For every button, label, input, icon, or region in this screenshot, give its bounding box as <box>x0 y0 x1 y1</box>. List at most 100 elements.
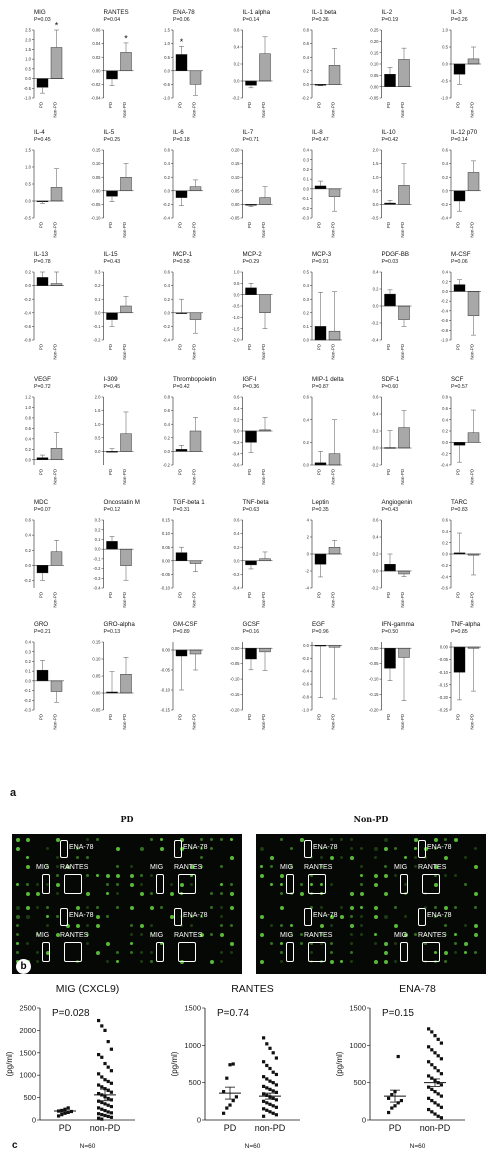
array-spot <box>150 924 153 927</box>
ena78-label: ENA-78 <box>183 912 208 919</box>
x-category-label: PD <box>456 714 461 720</box>
y-tick-label: 0.4 <box>303 148 309 153</box>
data-point <box>262 1075 266 1079</box>
data-point <box>274 1083 278 1087</box>
y-tick-label: -0.25 <box>438 708 448 713</box>
x-category-label: PD <box>108 469 113 475</box>
array-spot <box>140 933 143 936</box>
bar-chart-26: SDF-1P=0.600.6 0.4 0.2 0.0 -0.2 PD Non-PD <box>371 376 412 485</box>
bar-chart-7: IL-4P=0.451.5 1.0 0.5 0.0 -0.5 PD Non-PD <box>24 129 64 238</box>
data-point <box>265 1077 269 1081</box>
bar-chart-12: IL-10P=0.422.0 1.5 1.0 0.5 0.0 -0.5 PD Non-PD <box>371 129 412 238</box>
y-tick-label: 500 <box>188 1078 201 1087</box>
x-category-label: Non-PD <box>192 592 197 608</box>
array-spot <box>290 865 293 868</box>
array-spot <box>150 906 154 910</box>
array-spot <box>474 906 477 909</box>
x-category-label: Non-PD <box>122 344 127 360</box>
bar-chart-29: Oncostatin MP=0.120.3 0.2 0.1 0.0 -0.1 -0.2 -0… <box>93 499 140 608</box>
data-point <box>231 1062 235 1066</box>
bar-pd <box>245 80 257 86</box>
array-spot <box>300 933 303 936</box>
x-category-label: PD <box>247 592 252 598</box>
y-tick-label: 0.00 <box>231 202 240 207</box>
chart-pvalue: P=0.45 <box>34 137 51 143</box>
x-category-label: PD <box>59 1123 72 1133</box>
rantes-label: RANTES <box>60 864 89 871</box>
array-spot <box>46 847 49 850</box>
array-spot <box>310 874 313 877</box>
y-tick-label: 0.4 <box>25 640 31 645</box>
bar-nonpd <box>50 47 63 79</box>
data-point <box>97 1052 101 1057</box>
y-tick-label: 0.4 <box>164 283 170 288</box>
panel-c-letter: c <box>12 1140 18 1151</box>
data-point <box>427 1027 431 1031</box>
array-spot <box>106 960 109 963</box>
array-spot <box>374 874 378 878</box>
data-point <box>439 1041 443 1045</box>
x-category-label: Non-PD <box>331 344 336 360</box>
array-spot <box>46 906 49 909</box>
array-spot <box>106 883 109 886</box>
chart-title: I-309 <box>104 376 119 383</box>
array-spot <box>130 865 133 868</box>
blot-image-nonpd: ENA-78 MIG RANTES ENA-78 MIG RANTES ENA-78 MIG R… <box>256 834 486 974</box>
bar-pd <box>314 462 327 466</box>
y-tick-label: 0.10 <box>92 657 101 662</box>
chart-pvalue: P=0.57 <box>451 384 468 390</box>
y-tick-label: 1500 <box>184 1004 201 1013</box>
x-category-label: Non-PD <box>122 102 127 118</box>
data-point <box>60 1113 64 1117</box>
array-spot <box>220 883 223 886</box>
y-tick-label: -0.2 <box>232 96 240 101</box>
y-tick-label: 0.00 <box>162 648 171 653</box>
y-tick-label: -0.6 <box>441 318 449 323</box>
rantes-highlight-box <box>178 942 196 962</box>
data-point <box>106 1110 110 1114</box>
y-tick-label: 0.2 <box>95 527 101 532</box>
array-spot <box>414 856 417 859</box>
array-spot <box>160 838 163 841</box>
chart-pvalue: P=0.47 <box>312 137 329 143</box>
y-tick-label: -0.4 <box>302 669 310 674</box>
y-tick-label: -0.02 <box>91 82 101 87</box>
array-spot <box>46 883 49 886</box>
bar-nonpd <box>189 560 202 564</box>
bar-chart-5: IL-2P=0.190.25 0.20 0.15 0.10 0.05 0.00 -0.05 P… <box>369 9 412 118</box>
y-tick-label: 1000 <box>349 1041 366 1050</box>
array-spot <box>434 874 437 877</box>
y-tick-label: 0.6 <box>442 406 448 411</box>
chart-title: EGF <box>312 621 325 628</box>
y-tick-label: -0.4 <box>163 338 171 343</box>
y-tick-label: -0.20 <box>369 708 379 713</box>
x-category-label: PD <box>39 102 44 108</box>
array-spot <box>26 838 30 842</box>
chart-pvalue: P=0.36 <box>243 384 260 390</box>
array-spot <box>220 924 223 927</box>
data-point <box>430 1098 434 1103</box>
chart-title: RANTES <box>104 9 129 16</box>
array-spot <box>394 847 397 850</box>
y-tick-label: -0.2 <box>302 96 310 101</box>
array-spot <box>310 933 313 936</box>
array-spot <box>220 951 223 954</box>
data-point <box>274 1105 278 1109</box>
x-category-label: Non-PD <box>331 714 336 730</box>
y-tick-label: 1000 <box>19 1071 36 1080</box>
y-tick-label: 0.05 <box>370 73 379 78</box>
mig-highlight-box <box>286 942 294 962</box>
array-spot <box>170 892 174 896</box>
bar-pd <box>245 560 257 566</box>
panel-b-badge: b <box>16 959 31 974</box>
array-spot <box>76 847 79 850</box>
ena78-highlight-box <box>418 840 426 858</box>
bar-nonpd <box>328 645 341 648</box>
data-point <box>268 1110 272 1114</box>
y-tick-label: 1.5 <box>373 161 379 166</box>
bar-nonpd <box>328 330 341 341</box>
data-point <box>436 1037 440 1041</box>
y-tick-label: -0.04 <box>91 96 101 101</box>
